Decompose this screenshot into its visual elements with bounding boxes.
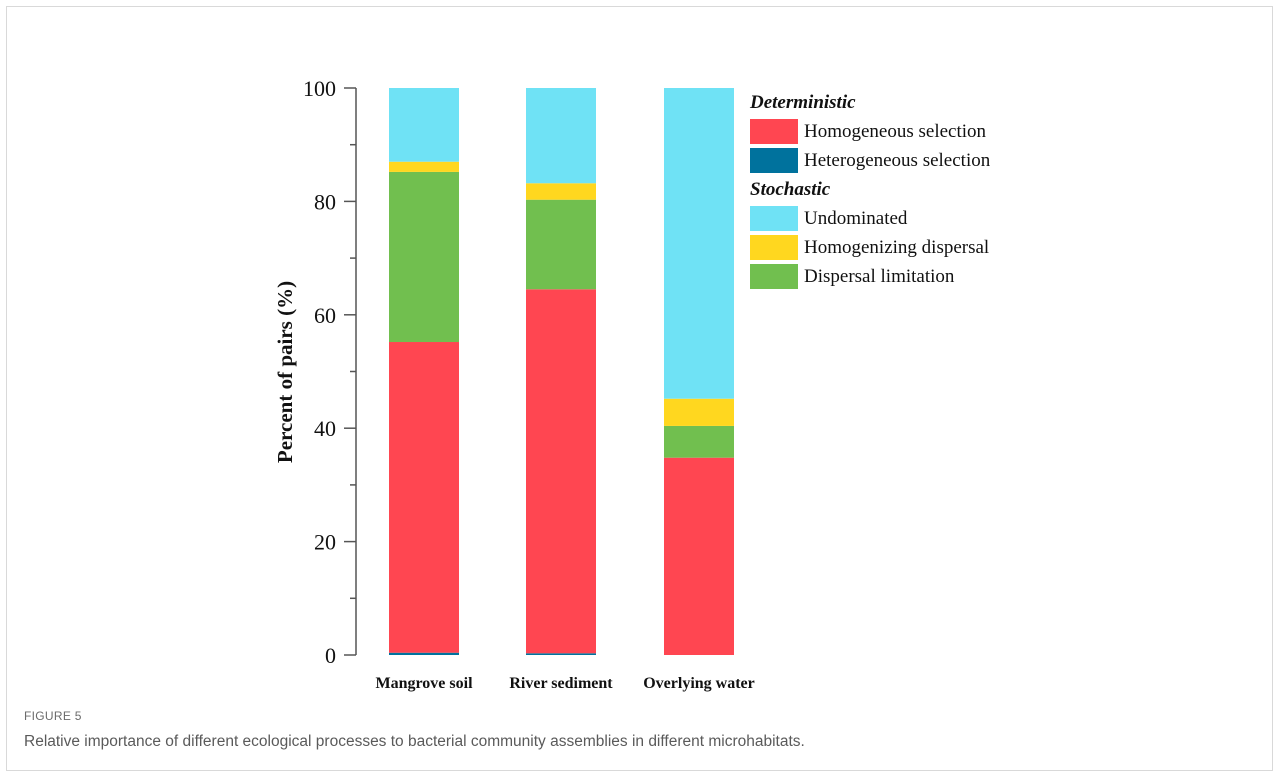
y-tick-label: 0 (325, 643, 336, 668)
legend-label-undominated: Undominated (804, 208, 908, 229)
y-tick-label: 100 (303, 76, 336, 101)
legend-label-homogeneous-selection: Homogeneous selection (804, 121, 987, 142)
bar-river-sediment-dispersal-limitation (526, 199, 596, 290)
bar-overlying-water-homogeneous-selection (664, 457, 734, 655)
bar-mangrove-soil-dispersal-limitation (389, 171, 459, 343)
bar-mangrove-soil-heterogeneous-selection (389, 652, 459, 655)
legend-swatch-undominated (750, 206, 798, 231)
figure-label: FIGURE 5 (24, 709, 82, 723)
bar-river-sediment-homogenizing-dispersal (526, 183, 596, 200)
legend-label-heterogeneous-selection: Heterogeneous selection (804, 150, 991, 171)
y-axis: 0 20 40 60 80 100 (303, 76, 357, 668)
legend-label-homogenizing-dispersal: Homogenizing dispersal (804, 237, 989, 258)
x-tick-label-overlying-water: Overlying water (643, 675, 755, 692)
bar-river-sediment-heterogeneous-selection (526, 653, 596, 655)
bar-overlying-water-undominated (664, 88, 734, 399)
y-tick-label: 80 (314, 189, 336, 214)
bar-river-sediment-homogeneous-selection (526, 289, 596, 654)
x-tick-label-river-sediment: River sediment (509, 675, 613, 692)
figure-frame (6, 6, 1273, 771)
bar-mangrove-soil-homogenizing-dispersal (389, 161, 459, 172)
y-tick-label: 60 (314, 303, 336, 328)
legend-swatch-homogenizing-dispersal (750, 235, 798, 260)
bar-mangrove-soil-homogeneous-selection (389, 342, 459, 653)
y-axis-label: Percent of pairs (%) (273, 281, 297, 463)
bars-layer (389, 88, 734, 655)
legend-swatch-dispersal-limitation (750, 264, 798, 289)
y-tick-label: 40 (314, 416, 336, 441)
bar-overlying-water-dispersal-limitation (664, 425, 734, 458)
legend-group-stochastic: Stochastic (750, 179, 831, 200)
legend-label-dispersal-limitation: Dispersal limitation (804, 266, 955, 287)
legend: Deterministic Homogeneous selection Hetero… (749, 92, 991, 289)
bar-overlying-water-homogenizing-dispersal (664, 398, 734, 426)
bar-river-sediment-undominated (526, 88, 596, 184)
bar-mangrove-soil-undominated (389, 88, 459, 162)
legend-swatch-heterogeneous-selection (750, 148, 798, 173)
figure-caption: Relative importance of different ecologi… (24, 733, 805, 750)
x-tick-label-mangrove-soil: Mangrove soil (375, 675, 473, 692)
stacked-bar-chart: 0 20 40 60 80 100 Mangrove soil River sediment… (273, 76, 991, 692)
legend-group-deterministic: Deterministic (749, 92, 856, 113)
y-tick-label: 20 (314, 530, 336, 555)
legend-swatch-homogeneous-selection (750, 119, 798, 144)
category-labels: Mangrove soil River sediment Overlying wat… (375, 675, 754, 692)
